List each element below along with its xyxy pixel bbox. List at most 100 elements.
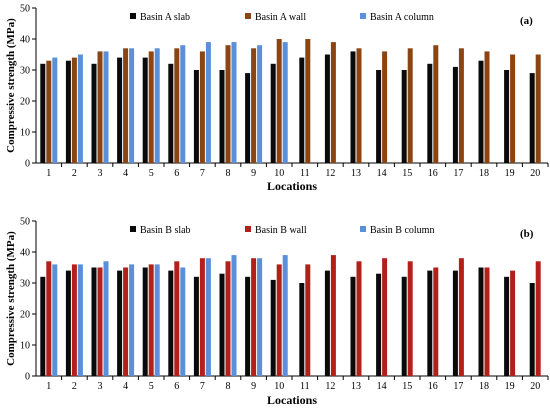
bar-basin-b-slab-loc-6 bbox=[168, 270, 174, 376]
bar-basin-b-column-loc-10 bbox=[282, 255, 288, 376]
x-tick-label: 7 bbox=[200, 168, 205, 179]
bar-basin-a-wall-loc-18 bbox=[484, 51, 490, 163]
bar-basin-b-wall-loc-19 bbox=[510, 270, 516, 376]
x-axis-title: Locations bbox=[267, 393, 317, 407]
x-tick-label: 7 bbox=[200, 381, 205, 392]
x-tick-label: 8 bbox=[226, 168, 231, 179]
bar-basin-b-slab-loc-20 bbox=[529, 283, 535, 376]
x-tick-label: 6 bbox=[174, 168, 179, 179]
bar-basin-b-wall-loc-12 bbox=[330, 255, 336, 376]
bar-basin-b-slab-loc-14 bbox=[376, 273, 382, 376]
bar-basin-a-column-loc-5 bbox=[154, 48, 160, 163]
y-tick-label: 20 bbox=[20, 310, 30, 321]
x-tick-label: 10 bbox=[274, 381, 284, 392]
bar-basin-a-wall-loc-1 bbox=[46, 60, 52, 164]
bar-basin-b-wall-loc-3 bbox=[97, 267, 103, 376]
bar-basin-b-column-loc-2 bbox=[77, 264, 83, 376]
bar-basin-a-slab-loc-19 bbox=[504, 70, 510, 163]
bar-basin-b-column-loc-1 bbox=[52, 264, 58, 376]
bar-basin-b-slab-loc-4 bbox=[117, 270, 123, 376]
bar-basin-a-slab-loc-1 bbox=[40, 63, 46, 163]
bar-basin-b-slab-loc-5 bbox=[142, 267, 148, 376]
y-tick-label: 10 bbox=[20, 341, 30, 352]
bar-basin-b-slab-loc-13 bbox=[350, 276, 356, 376]
bar-basin-b-slab-loc-1 bbox=[40, 276, 46, 376]
x-tick-label: 1 bbox=[46, 381, 51, 392]
x-tick-label: 10 bbox=[274, 168, 284, 179]
bar-basin-b-wall-loc-5 bbox=[148, 264, 154, 376]
bar-basin-b-wall-loc-13 bbox=[356, 261, 362, 376]
x-tick-label: 2 bbox=[72, 168, 77, 179]
bar-basin-a-slab-loc-15 bbox=[401, 70, 407, 163]
bar-basin-b-wall-loc-11 bbox=[305, 264, 311, 376]
y-tick-label: 0 bbox=[25, 159, 30, 170]
bar-basin-b-slab-loc-9 bbox=[245, 276, 251, 376]
x-tick-label: 20 bbox=[530, 381, 540, 392]
bar-basin-b-column-loc-9 bbox=[257, 258, 263, 376]
bar-basin-a-column-loc-7 bbox=[205, 42, 211, 163]
y-tick-label: 20 bbox=[20, 97, 30, 108]
bar-basin-b-slab-loc-16 bbox=[427, 270, 433, 376]
bar-basin-a-wall-loc-16 bbox=[433, 45, 439, 164]
legend-swatch bbox=[130, 13, 136, 19]
y-tick-label: 40 bbox=[20, 35, 30, 46]
bar-basin-a-slab-loc-7 bbox=[193, 70, 199, 163]
y-axis-title: Compressive strength (MPa) bbox=[5, 231, 17, 366]
x-tick-label: 1 bbox=[46, 168, 51, 179]
x-tick-label: 3 bbox=[98, 168, 103, 179]
bar-basin-b-wall-loc-2 bbox=[71, 264, 77, 376]
bar-basin-a-column-loc-8 bbox=[231, 42, 237, 163]
legend-label: Basin B column bbox=[370, 225, 434, 236]
bar-basin-a-slab-loc-6 bbox=[168, 63, 174, 163]
bar-basin-b-wall-loc-4 bbox=[123, 267, 129, 376]
bar-basin-a-column-loc-1 bbox=[52, 57, 58, 163]
panel-label: (a) bbox=[520, 15, 533, 27]
bar-basin-a-column-loc-4 bbox=[129, 48, 135, 163]
bar-basin-a-slab-loc-16 bbox=[427, 63, 433, 163]
x-tick-label: 12 bbox=[325, 168, 335, 179]
y-tick-label: 0 bbox=[25, 372, 30, 383]
y-tick-label: 30 bbox=[20, 66, 30, 77]
x-tick-label: 16 bbox=[428, 168, 438, 179]
bar-basin-a-wall-loc-10 bbox=[276, 39, 282, 163]
legend-label: Basin B wall bbox=[255, 225, 307, 236]
bar-basin-a-wall-loc-12 bbox=[330, 42, 336, 163]
legend-label: Basin B slab bbox=[140, 225, 191, 236]
bar-basin-b-slab-loc-12 bbox=[324, 270, 330, 376]
bar-basin-a-wall-loc-3 bbox=[97, 51, 103, 163]
bar-basin-b-column-loc-7 bbox=[205, 258, 211, 376]
bar-basin-b-slab-loc-2 bbox=[65, 270, 71, 376]
bar-basin-a-slab-loc-9 bbox=[245, 73, 251, 163]
x-tick-label: 13 bbox=[351, 168, 361, 179]
x-axis-title: Locations bbox=[267, 179, 317, 193]
bar-basin-a-column-loc-3 bbox=[103, 51, 109, 163]
x-tick-label: 14 bbox=[377, 381, 387, 392]
bar-basin-a-wall-loc-17 bbox=[458, 48, 464, 163]
bar-basin-b-wall-loc-9 bbox=[251, 258, 257, 376]
bar-basin-b-column-loc-8 bbox=[231, 255, 237, 376]
bar-basin-a-slab-loc-8 bbox=[219, 70, 225, 163]
bar-basin-a-wall-loc-8 bbox=[225, 45, 231, 164]
bar-basin-b-slab-loc-17 bbox=[452, 270, 458, 376]
x-tick-label: 15 bbox=[402, 381, 412, 392]
panel-label: (b) bbox=[520, 228, 534, 240]
x-tick-label: 19 bbox=[505, 168, 515, 179]
bar-basin-b-slab-loc-18 bbox=[478, 267, 484, 376]
x-tick-label: 6 bbox=[174, 381, 179, 392]
bar-basin-b-slab-loc-19 bbox=[504, 276, 510, 376]
x-tick-label: 18 bbox=[479, 381, 489, 392]
bar-basin-a-slab-loc-10 bbox=[270, 63, 276, 163]
bar-basin-a-wall-loc-14 bbox=[382, 51, 388, 163]
bar-basin-b-slab-loc-3 bbox=[91, 267, 97, 376]
bar-basin-b-slab-loc-7 bbox=[193, 276, 199, 376]
y-tick-label: 40 bbox=[20, 248, 30, 259]
bar-basin-a-column-loc-2 bbox=[77, 54, 83, 163]
bar-basin-b-column-loc-6 bbox=[180, 267, 186, 376]
bar-basin-a-slab-loc-14 bbox=[376, 70, 382, 163]
x-tick-label: 17 bbox=[453, 168, 463, 179]
bar-basin-a-wall-loc-20 bbox=[535, 54, 541, 163]
bar-basin-b-slab-loc-11 bbox=[299, 283, 305, 376]
bar-basin-b-wall-loc-7 bbox=[199, 258, 205, 376]
